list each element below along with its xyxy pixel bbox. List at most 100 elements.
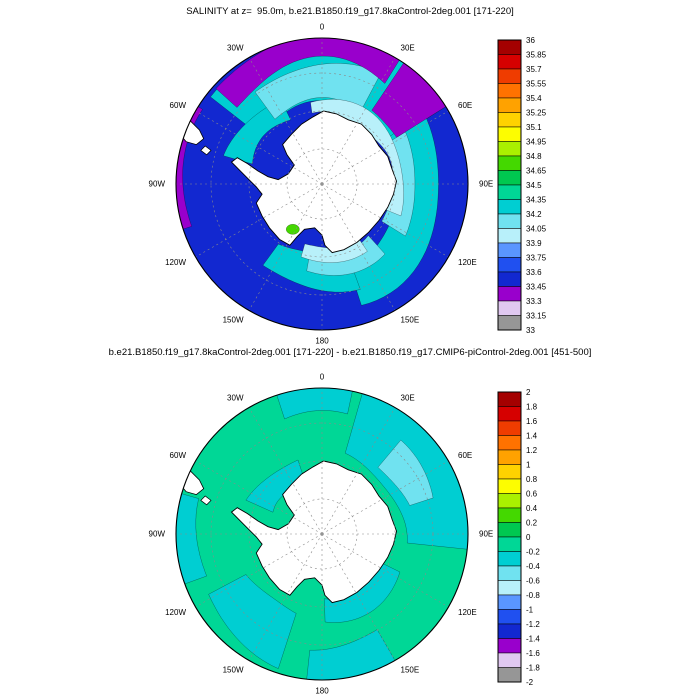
colorbar-tick-label: 33.45 (526, 282, 547, 291)
colorbar-cell (497, 522, 522, 538)
colorbar-cell (497, 652, 522, 668)
colorbar-tick-label: 1.8 (526, 402, 538, 411)
longitude-label: 0 (320, 373, 325, 382)
colorbar-tick-label: 34.8 (526, 152, 542, 161)
colorbar-cell (497, 213, 522, 229)
colorbar-cell (497, 478, 522, 494)
colorbar-cell (497, 83, 522, 99)
bottom-plot-title: b.e21.B1850.f19_g17.8kaControl-2deg.001 … (108, 347, 592, 358)
colorbar-cell (497, 406, 522, 422)
longitude-label: 120E (458, 258, 477, 267)
longitude-label: 150W (223, 666, 244, 675)
longitude-label: 0 (320, 23, 325, 32)
longitude-label: 120E (458, 608, 477, 617)
colorbar-tick-label: 33.9 (526, 239, 542, 248)
longitude-label: 30E (401, 44, 415, 53)
colorbar-tick-label: 0.4 (526, 504, 538, 513)
longitude-label: 90E (479, 530, 493, 539)
colorbar-tick-label: 1.4 (526, 431, 538, 440)
colorbar-tick-label: 33.15 (526, 311, 547, 320)
salinity-map-group: 0 30E 60E 90E 120E 150E 180 150W 120W 90W 60W 30W (149, 23, 494, 346)
colorbar-cell (497, 580, 522, 596)
colorbar-tick-label: 0.8 (526, 475, 538, 484)
colorbar-tick-label: 34.35 (526, 195, 547, 204)
colorbar-cell (497, 300, 522, 316)
colorbar-tick-label: 34.05 (526, 224, 547, 233)
colorbar-tick-label: 34.5 (526, 181, 542, 190)
colorbar-cell (497, 112, 522, 128)
colorbar-cell (497, 155, 522, 171)
longitude-label: 60E (458, 451, 472, 460)
colorbar-cell (497, 609, 522, 625)
colorbar-cell (497, 536, 522, 552)
difference-map-group: 0 30E 60E 90E 120E 150E 180 150W 120W 90W 60W 30W (149, 373, 494, 696)
colorbar-tick-label: 35.1 (526, 123, 542, 132)
colorbar-tick-label: 34.2 (526, 210, 542, 219)
colorbar-cell (497, 420, 522, 436)
colorbar-cell (497, 39, 522, 55)
longitude-label: 30W (227, 394, 244, 403)
colorbar-cell (497, 565, 522, 581)
colorbar-cell (497, 257, 522, 273)
colorbar-cell (497, 507, 522, 523)
colorbar-tick-label: -1.2 (526, 620, 540, 629)
island (200, 495, 212, 506)
map-boundary (175, 37, 469, 331)
colorbar-tick-label: 1.6 (526, 417, 538, 426)
colorbar-tick-label: 1.2 (526, 446, 538, 455)
longitude-label: 180 (315, 337, 329, 346)
longitude-label: 60W (170, 451, 187, 460)
longitude-label: 180 (315, 687, 329, 696)
colorbar-cell (497, 315, 522, 331)
cyan-southwest (208, 574, 297, 669)
longitude-label: 60W (170, 101, 187, 110)
graticule (176, 388, 468, 680)
colorbar-cell (497, 199, 522, 215)
colorbar-tick-label: -1 (526, 605, 534, 614)
colorbar-tick-label: 36 (526, 36, 535, 45)
colorbar-tick-label: -0.4 (526, 562, 540, 571)
longitude-label: 150E (401, 666, 420, 675)
colorbar-tick-label: 0 (526, 533, 531, 542)
antarctica-landmass (230, 460, 397, 604)
antarctica-landmass (230, 110, 397, 254)
colorbar-frame (497, 39, 522, 331)
colorbar-tick-label: 33.3 (526, 297, 542, 306)
colorbar-cell (497, 141, 522, 157)
colorbar-tick-label: 0.2 (526, 518, 538, 527)
colorbar-cell (497, 271, 522, 287)
colorbar-cell (497, 54, 522, 70)
colorbar-tick-label: 34.65 (526, 166, 547, 175)
colorbar-tick-label: 1 (526, 460, 531, 469)
longitude-label: 120W (165, 608, 186, 617)
longitude-label: 60E (458, 101, 472, 110)
colorbar-cell (497, 170, 522, 186)
green-coastal-spot (285, 223, 300, 235)
colorbar-cell (497, 449, 522, 465)
colorbar-cell (497, 286, 522, 302)
colorbar-cell (497, 623, 522, 639)
colorbar-tick-label: 0.6 (526, 489, 538, 498)
colorbar-cell (497, 391, 522, 407)
colorbar-cell (497, 228, 522, 244)
colorbar-tick-label: -2 (526, 678, 534, 687)
longitude-label: 90W (149, 180, 166, 189)
colorbar-tick-label: -0.8 (526, 591, 540, 600)
colorbar-tick-label: -0.6 (526, 576, 540, 585)
graticule (176, 38, 468, 330)
colorbar-tick-label: 35.25 (526, 108, 547, 117)
colorbar-cell (497, 551, 522, 567)
colorbar-frame (497, 391, 522, 683)
colorbar-tick-label: -1.6 (526, 649, 540, 658)
colorbar-cell (497, 667, 522, 683)
colorbar-cell (497, 435, 522, 451)
colorbar-tick-label: -0.2 (526, 547, 540, 556)
colorbar-tick-label: 34.95 (526, 137, 547, 146)
colorbar-tick-label: 35.55 (526, 79, 547, 88)
colorbar-cell (497, 126, 522, 142)
colorbar-tick-label: 33.75 (526, 253, 547, 262)
longitude-label: 150E (401, 316, 420, 325)
colorbar-tick-label: 33 (526, 326, 535, 335)
